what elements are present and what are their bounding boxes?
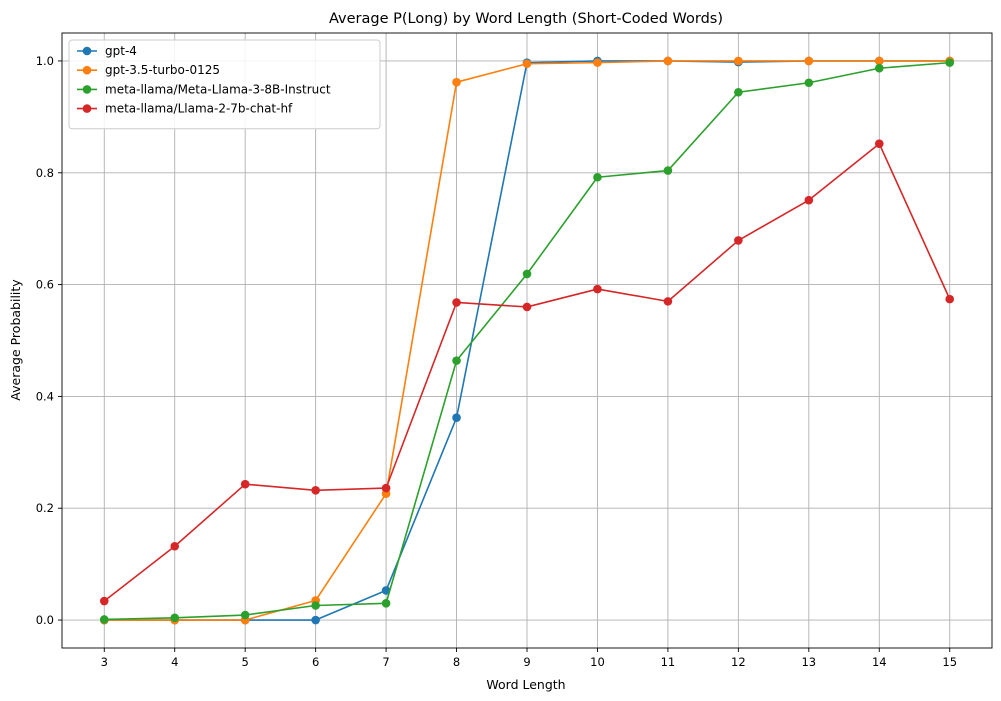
data-point xyxy=(522,269,532,279)
legend-item: gpt-4 xyxy=(77,44,137,58)
data-point xyxy=(311,601,320,610)
series-group xyxy=(99,139,955,606)
data-point xyxy=(593,172,602,182)
data-point xyxy=(522,59,532,69)
x-tick-label: 6 xyxy=(312,655,319,669)
y-tick-label: 0.0 xyxy=(36,613,54,627)
data-point xyxy=(240,610,250,620)
data-point xyxy=(381,598,391,608)
data-point xyxy=(663,166,673,175)
legend-box xyxy=(68,39,381,130)
data-point xyxy=(452,356,461,365)
data-point xyxy=(99,615,109,624)
data-point xyxy=(874,139,884,148)
data-point xyxy=(170,613,180,623)
legend-label: gpt-3.5-turbo-0125 xyxy=(105,63,220,77)
legend-item: meta-llama/Meta-Llama-3-8B-Instruct xyxy=(77,82,331,96)
data-point xyxy=(311,486,320,495)
data-point xyxy=(522,302,532,312)
data-point xyxy=(734,87,743,97)
series-group xyxy=(99,58,955,624)
legend-item: gpt-3.5-turbo-0125 xyxy=(77,63,220,77)
data-point xyxy=(311,615,320,625)
data-point xyxy=(874,56,884,66)
data-point xyxy=(874,63,884,73)
x-tick-label: 14 xyxy=(872,655,887,669)
data-point xyxy=(452,413,461,422)
y-axis-label: Average Probability xyxy=(8,279,23,401)
data-point xyxy=(804,195,814,205)
x-tick-label: 13 xyxy=(801,655,816,669)
x-tick-label: 11 xyxy=(661,655,676,669)
data-point xyxy=(381,483,391,493)
x-tick-label: 7 xyxy=(382,655,389,669)
y-axis-ticks: 0.0 0.2 0.4 0.6 0.8 1.0 xyxy=(36,54,62,627)
data-point xyxy=(593,284,602,294)
data-point xyxy=(804,56,814,66)
x-tick-label: 4 xyxy=(171,655,178,669)
data-point xyxy=(663,297,673,306)
x-tick-label: 3 xyxy=(101,655,108,669)
data-point xyxy=(945,294,955,304)
legend-label: meta-llama/Meta-Llama-3-8B-Instruct xyxy=(105,82,331,96)
x-axis-ticks: 3 4 5 6 7 8 9 10 11 12 13 14 15 xyxy=(101,648,957,669)
y-tick-label: 0.4 xyxy=(36,389,54,403)
y-tick-label: 0.6 xyxy=(36,278,54,292)
legend-marker xyxy=(82,104,92,113)
x-tick-label: 9 xyxy=(523,655,530,669)
legend-marker xyxy=(82,46,92,56)
data-point xyxy=(452,298,461,307)
data-point xyxy=(945,58,955,67)
legend-item: meta-llama/Llama-2-7b-chat-hf xyxy=(77,102,293,116)
chart-title: Average P(Long) by Word Length (Short-Co… xyxy=(329,11,723,27)
legend-marker xyxy=(82,65,92,75)
data-point xyxy=(381,586,391,595)
series-layer xyxy=(99,56,955,625)
legend-marker xyxy=(82,85,92,94)
legend-label: gpt-4 xyxy=(105,44,137,58)
data-point xyxy=(593,58,602,67)
data-point xyxy=(240,479,250,489)
data-point xyxy=(804,78,814,88)
x-axis-label: Word Length xyxy=(486,677,565,692)
data-point xyxy=(734,236,743,245)
data-point xyxy=(452,77,461,87)
data-point xyxy=(170,541,180,551)
x-tick-label: 5 xyxy=(242,655,249,669)
data-point xyxy=(663,56,673,66)
x-tick-label: 15 xyxy=(942,655,957,669)
x-tick-label: 10 xyxy=(590,655,605,669)
y-tick-label: 0.8 xyxy=(36,166,54,180)
x-tick-label: 8 xyxy=(453,655,460,669)
y-tick-label: 1.0 xyxy=(36,54,54,68)
x-tick-label: 12 xyxy=(731,655,746,669)
data-point xyxy=(734,56,743,66)
data-point xyxy=(99,596,109,606)
y-tick-label: 0.2 xyxy=(36,501,54,515)
legend: gpt-4 gpt-3.5-turbo-0125 meta-llama/Meta-L… xyxy=(68,39,381,130)
legend-label: meta-llama/Llama-2-7b-chat-hf xyxy=(105,102,293,116)
